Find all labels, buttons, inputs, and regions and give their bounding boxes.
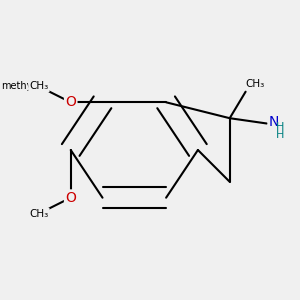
Text: O: O xyxy=(65,95,76,109)
Text: methyl: methyl xyxy=(1,81,35,92)
Text: H: H xyxy=(276,122,285,132)
Text: CH₃: CH₃ xyxy=(29,81,49,92)
Text: N: N xyxy=(268,115,278,129)
Text: O: O xyxy=(65,191,76,205)
Text: CH₃: CH₃ xyxy=(29,208,49,219)
Text: CH₃: CH₃ xyxy=(246,79,265,89)
Text: H: H xyxy=(276,130,285,140)
